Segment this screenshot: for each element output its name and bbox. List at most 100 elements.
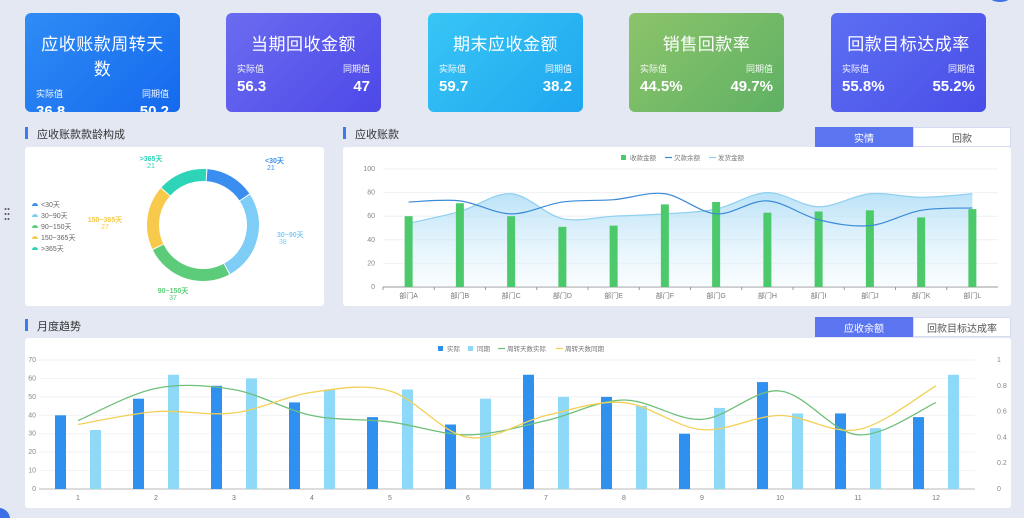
kpi-value-actual: 56.3 (237, 78, 267, 95)
y2-tick-label: 0.4 (997, 434, 1007, 441)
donut-slice (206, 169, 250, 201)
section-title-receivable: 应收账款 (343, 126, 399, 142)
bar (814, 211, 823, 287)
bar-prev (714, 407, 725, 489)
x-tick-label: 部门L (963, 291, 981, 300)
y2-tick-label: 0.8 (997, 383, 1007, 390)
monthly-tabs: 应收余额 回款目标达成率 (815, 317, 1011, 337)
y-tick-label: 20 (367, 260, 375, 267)
slice-value: 21 (267, 165, 275, 172)
legend-label: 收款金额 (630, 153, 657, 162)
kpi-card-target-achievement[interactable]: 回款目标达成率 实际值 同期值 55.8% 55.2% (831, 13, 986, 112)
y-tick-label: 40 (28, 412, 36, 419)
legend-label: 30~90天 (41, 212, 68, 220)
bar-actual (289, 402, 300, 489)
bar-prev (558, 396, 569, 489)
bar-prev (636, 406, 647, 489)
y-tick-label: 70 (28, 357, 36, 364)
donut-slice (161, 169, 207, 196)
legend-swatch (32, 236, 38, 239)
kpi-title: 应收账款周转天数 (41, 35, 164, 79)
x-tick-label: 9 (700, 495, 704, 502)
bar (865, 210, 874, 287)
tab-actual[interactable]: 实情 (815, 127, 913, 147)
y-tick-label: 30 (28, 431, 36, 438)
bar (507, 216, 516, 287)
kpi-value-actual: 55.8% (842, 78, 885, 95)
slice-value: 38 (279, 239, 287, 246)
x-tick-label: 6 (466, 495, 470, 502)
kpi-card-collection-rate[interactable]: 销售回款率 实际值 同期值 44.5% 49.7% (629, 13, 784, 112)
section-title-monthly: 月度趋势 (25, 318, 81, 334)
slice-label: 150~365天 (88, 216, 123, 224)
bar-prev (792, 413, 803, 489)
x-tick-label: 10 (776, 495, 784, 502)
receivable-panel: 0 20 40 60 80 100 部门A 部门B 部门C 部门D 部门E 部门F 部门G 部门H 部门I 部… (343, 147, 1011, 306)
x-tick-label: 部门I (811, 291, 827, 300)
x-tick-label: 7 (544, 495, 548, 502)
kpi-label-actual: 实际值 (640, 64, 668, 74)
monthly-panel: 0 10 20 30 40 50 60 70 0 0.2 0.4 0.6 0.8 1 1 2 3 4 5 6 7 8 9 10… (25, 338, 1011, 508)
line-series (77, 384, 937, 436)
bar-prev (870, 428, 881, 489)
drag-handle-icon[interactable] (4, 207, 10, 221)
kpi-card-collected-amount[interactable]: 当期回收金额 实际值 同期值 56.3 47 (226, 13, 381, 112)
bar (660, 204, 669, 287)
receivable-chart: 0 20 40 60 80 100 部门A 部门B 部门C 部门D 部门E 部门F 部门G 部门H 部门I 部… (363, 153, 998, 300)
kpi-label-actual: 实际值 (439, 64, 467, 74)
x-tick-label: 部门A (399, 291, 418, 300)
receivable-tabs: 实情 回款 (815, 127, 1011, 147)
x-tick-label: 部门B (451, 291, 470, 300)
legend-label: 周转天数实际 (507, 344, 547, 353)
x-tick-label: 4 (310, 495, 314, 502)
kpi-card-ending-receivable[interactable]: 期末应收金额 实际值 同期值 59.7 38.2 (428, 13, 583, 112)
x-tick-label: 12 (932, 495, 940, 502)
donut-slice (224, 194, 259, 274)
kpi-value-prev: 38.2 (542, 78, 572, 95)
legend-label: 90~150天 (41, 223, 72, 231)
x-tick-label: 部门J (861, 291, 879, 300)
floating-action-button-bottom[interactable] (0, 508, 10, 518)
bar (558, 226, 567, 287)
donut-slice (152, 244, 230, 281)
y-tick-label: 50 (28, 394, 36, 401)
legend-swatch (621, 155, 626, 160)
y2-tick-label: 0.2 (997, 460, 1007, 467)
bar-prev (324, 389, 335, 489)
x-tick-label: 2 (154, 495, 158, 502)
legend-label: 周转天数同期 (565, 344, 605, 353)
floating-action-button[interactable] (985, 0, 1015, 2)
x-tick-label: 部门F (656, 291, 674, 300)
kpi-label-actual: 实际值 (36, 89, 64, 99)
tab-collection[interactable]: 回款 (913, 127, 1011, 147)
kpi-title: 回款目标达成率 (847, 35, 970, 54)
bar (712, 202, 721, 287)
bar-actual (445, 424, 456, 489)
tab-target-achievement[interactable]: 回款目标达成率 (913, 317, 1011, 337)
slice-value: 21 (147, 163, 155, 170)
kpi-card-turnover-days[interactable]: 应收账款周转天数 实际值 同期值 36.8 50.2 (25, 13, 180, 112)
bar-actual (55, 415, 66, 489)
bar-prev (402, 389, 413, 489)
area-fill (408, 192, 973, 287)
x-tick-label: 部门D (553, 291, 572, 300)
slice-label: <30天 (265, 157, 285, 165)
line-series (77, 385, 937, 439)
x-tick-label: 部门K (912, 291, 931, 300)
slice-label: 90~150天 (158, 287, 190, 295)
y-tick-label: 60 (367, 213, 375, 220)
bar-actual (835, 413, 846, 489)
tab-receivable-balance[interactable]: 应收余额 (815, 317, 913, 337)
bar-actual (367, 417, 378, 489)
legend-swatch (32, 203, 38, 206)
bar (763, 212, 772, 287)
bar-actual (523, 374, 534, 489)
legend-swatch (32, 247, 38, 250)
legend-swatch (468, 346, 473, 351)
kpi-value-actual: 59.7 (439, 78, 469, 95)
kpi-value-prev: 55.2% (932, 78, 975, 95)
kpi-label-actual: 实际值 (842, 64, 870, 74)
kpi-title: 期末应收金额 (453, 35, 558, 54)
y-tick-label: 100 (363, 166, 375, 173)
